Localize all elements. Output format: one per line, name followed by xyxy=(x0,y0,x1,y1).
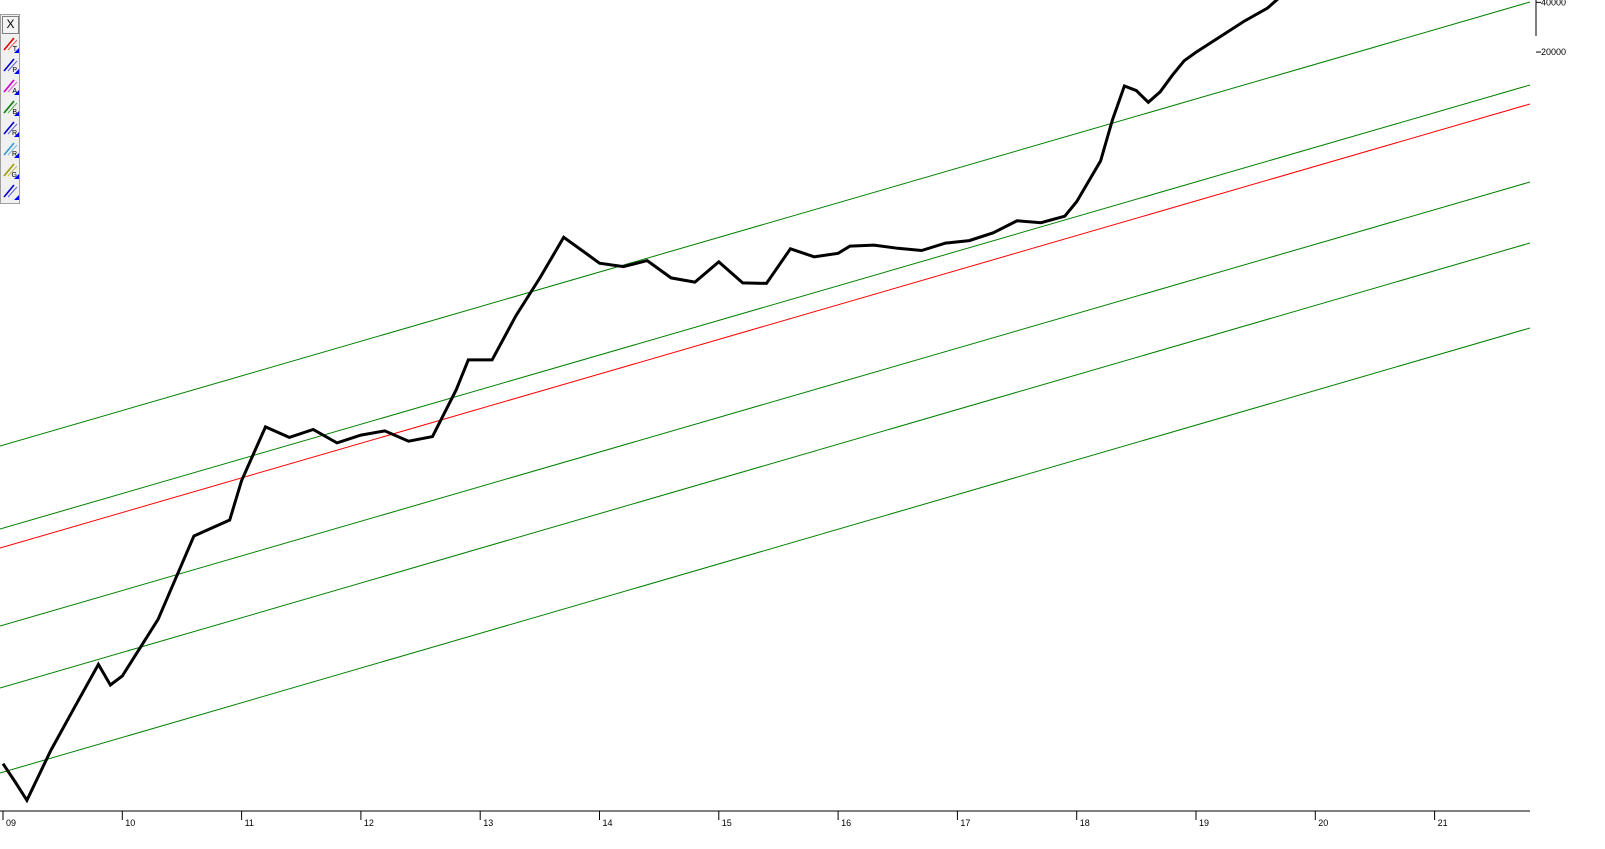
regression-channel xyxy=(0,1,1531,774)
x-tick-label: 20 xyxy=(1318,818,1328,828)
channel-line xyxy=(0,84,1531,530)
price-series xyxy=(1,0,1279,804)
channel-line xyxy=(0,181,1531,627)
x-tick-label: 19 xyxy=(1199,818,1209,828)
y-axis: 2200002000001800001600001200001000008000… xyxy=(1535,0,1566,57)
x-tick-label: 17 xyxy=(960,818,970,828)
channel-line xyxy=(0,327,1531,774)
x-tick-label: 09 xyxy=(6,818,16,828)
x-tick-label: 13 xyxy=(483,818,493,828)
x-tick-label: 11 xyxy=(245,818,254,828)
y-tick-label: 20000 xyxy=(1541,47,1566,57)
parallel-lines-icon[interactable]: P xyxy=(2,56,19,74)
close-icon[interactable]: X xyxy=(2,16,19,34)
x-tick-label: 15 xyxy=(722,818,732,828)
andrews-pitchfork-icon[interactable]: A xyxy=(2,77,19,95)
x-tick-label: 18 xyxy=(1080,818,1090,828)
drawing-toolbar: X T P A B R R G xyxy=(0,14,20,204)
y-tick-label: 40000 xyxy=(1541,0,1566,7)
x-tick-label: 14 xyxy=(603,818,613,828)
channel-line xyxy=(0,1,1531,447)
gann-icon[interactable]: G xyxy=(2,161,19,179)
x-axis: 09 10 11 12 13 14 15 16 17 18 19 20 21 xyxy=(0,810,1530,828)
regression-icon[interactable]: R xyxy=(2,119,19,137)
tool-letter: R xyxy=(11,130,17,137)
fib-b-icon[interactable]: B xyxy=(2,98,19,116)
x-tick-label: 16 xyxy=(841,818,851,828)
tool-letter: R xyxy=(11,151,17,158)
x-tick-label: 12 xyxy=(364,818,374,828)
tool-letter: B xyxy=(12,109,17,116)
tool-letter: A xyxy=(12,88,17,95)
tool-letter: T xyxy=(12,46,17,53)
trendline-icon[interactable]: T xyxy=(2,35,19,53)
x-tick-label: 10 xyxy=(125,818,135,828)
channel-line xyxy=(0,242,1531,689)
x-tick-label: 21 xyxy=(1438,818,1448,828)
tool-letter: P xyxy=(12,67,17,74)
regression-channel-icon[interactable]: R xyxy=(2,140,19,158)
tool-letter: G xyxy=(11,172,17,179)
grid-icon[interactable] xyxy=(2,182,19,200)
channel-center-line xyxy=(0,103,1531,549)
